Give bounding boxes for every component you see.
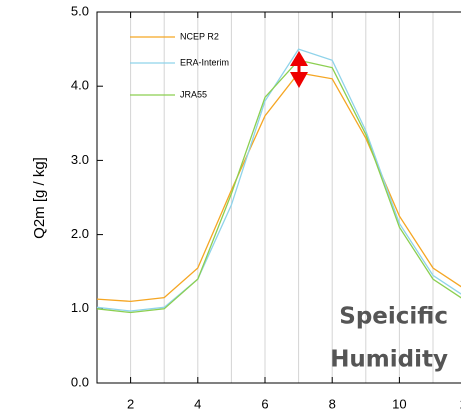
x-tick-label: 10: [392, 396, 406, 411]
x-tick-label: 6: [261, 396, 268, 411]
series-line: [96, 48, 461, 312]
y-tick-label: 1.0: [71, 300, 89, 315]
y-tick-label: 4.0: [71, 78, 89, 93]
legend-label: ERA-Interim: [180, 57, 229, 67]
x-tick-label: 8: [329, 396, 336, 411]
x-tick-label: 2: [127, 396, 134, 411]
arrow-head: [290, 72, 308, 88]
y-axis-label: Q2m [g / kg]: [31, 157, 48, 239]
difference-arrow: [290, 51, 308, 88]
legend-label: NCEP R2: [180, 31, 219, 41]
plot-area: 0.0 1.0 2.0 3.0 4.0 5.0 2 4 6 8 10 12 NCEP R2 ERA-Int…: [71, 3, 461, 411]
y-tick-label: 5.0: [71, 3, 89, 18]
arrow-head: [290, 51, 308, 66]
series-line: [96, 72, 461, 303]
y-tick-label: 2.0: [71, 226, 89, 241]
annotation: Speicific: [339, 304, 448, 330]
plot-frame: [96, 11, 461, 384]
x-tick-label: 12: [459, 396, 461, 411]
annotation: Humidity: [330, 347, 448, 373]
legend-label: JRA55: [180, 89, 207, 99]
x-tick-label: 4: [194, 396, 201, 411]
series-line: [96, 59, 461, 314]
y-tick-label: 0.0: [71, 374, 89, 389]
y-tick-label: 3.0: [71, 152, 89, 167]
